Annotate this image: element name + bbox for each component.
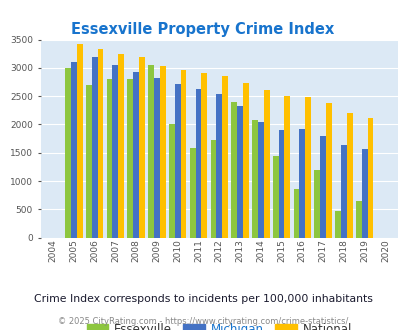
Bar [153,78,160,238]
Bar [361,149,367,238]
Bar [112,65,118,238]
Bar [216,94,222,238]
Bar [127,79,133,238]
Bar [175,84,180,238]
Bar [272,156,278,238]
Bar [237,106,242,238]
Bar [298,129,305,238]
Bar [242,83,248,238]
Bar [346,113,352,238]
Bar [133,72,139,238]
Bar [222,76,227,238]
Bar [367,118,373,238]
Bar [340,145,346,238]
Bar [107,79,112,238]
Bar [252,120,257,238]
Bar [92,56,97,238]
Bar [86,85,92,238]
Bar [313,170,320,238]
Bar [180,70,186,238]
Bar [77,44,82,238]
Bar [325,103,331,238]
Bar [293,189,298,238]
Bar [278,130,284,238]
Text: Essexville Property Crime Index: Essexville Property Crime Index [71,22,334,37]
Bar [97,49,103,238]
Bar [139,56,145,238]
Bar [148,65,153,238]
Bar [168,124,175,238]
Legend: Essexville, Michigan, National: Essexville, Michigan, National [81,319,356,330]
Text: © 2025 CityRating.com - https://www.cityrating.com/crime-statistics/: © 2025 CityRating.com - https://www.city… [58,317,347,326]
Bar [201,73,207,238]
Bar [231,102,237,238]
Bar [189,148,195,238]
Bar [65,68,71,238]
Bar [355,201,361,238]
Text: Crime Index corresponds to incidents per 100,000 inhabitants: Crime Index corresponds to incidents per… [34,294,371,304]
Bar [320,136,325,238]
Bar [71,62,77,238]
Bar [210,140,216,238]
Bar [305,97,310,238]
Bar [334,211,340,238]
Bar [284,96,290,238]
Bar [118,54,124,238]
Bar [195,89,201,238]
Bar [257,122,263,238]
Bar [160,66,165,238]
Bar [263,90,269,238]
